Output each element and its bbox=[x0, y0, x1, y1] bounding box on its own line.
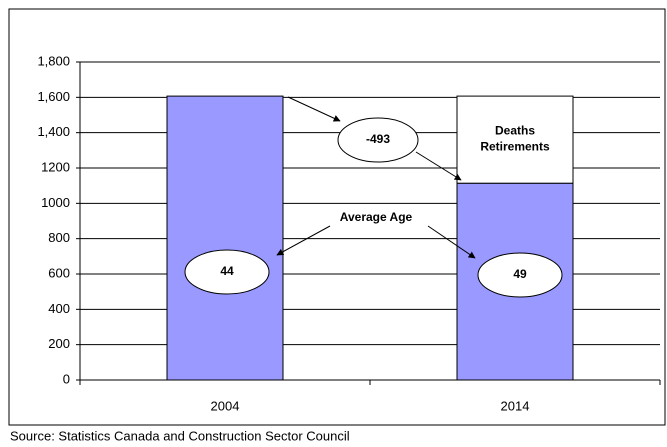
y-tick-label: 200 bbox=[48, 336, 70, 351]
frame bbox=[8, 8, 666, 426]
arrow bbox=[276, 225, 331, 256]
bar bbox=[456, 95, 574, 184]
y-tick-label: 600 bbox=[48, 265, 70, 280]
change-label: -493 bbox=[366, 132, 390, 146]
x-tick-label: 2004 bbox=[211, 398, 240, 413]
legend-label: Deaths Retirements bbox=[480, 124, 550, 154]
bar bbox=[166, 95, 284, 381]
y-tick-label: 1,600 bbox=[37, 89, 70, 104]
age-bubble bbox=[477, 252, 563, 298]
age-label: 49 bbox=[513, 267, 527, 281]
average-age-label: Average Age bbox=[340, 210, 413, 224]
arrow bbox=[287, 96, 341, 122]
y-tick-label: 1200 bbox=[41, 159, 70, 174]
x-tick-label: 2014 bbox=[501, 398, 530, 413]
age-label: 44 bbox=[220, 264, 234, 278]
y-tick-label: 1000 bbox=[41, 195, 70, 210]
y-tick-label: 1,800 bbox=[37, 53, 70, 68]
arrow bbox=[415, 151, 462, 181]
change-bubble bbox=[337, 117, 419, 163]
arrow bbox=[427, 225, 476, 259]
y-tick-label: 400 bbox=[48, 301, 70, 316]
source: Source: Statistics Canada and Constructi… bbox=[10, 428, 350, 443]
y-tick-label: 0 bbox=[63, 371, 70, 386]
y-tick-label: 1,400 bbox=[37, 124, 70, 139]
age-bubble bbox=[184, 249, 270, 295]
y-tick-label: 800 bbox=[48, 230, 70, 245]
